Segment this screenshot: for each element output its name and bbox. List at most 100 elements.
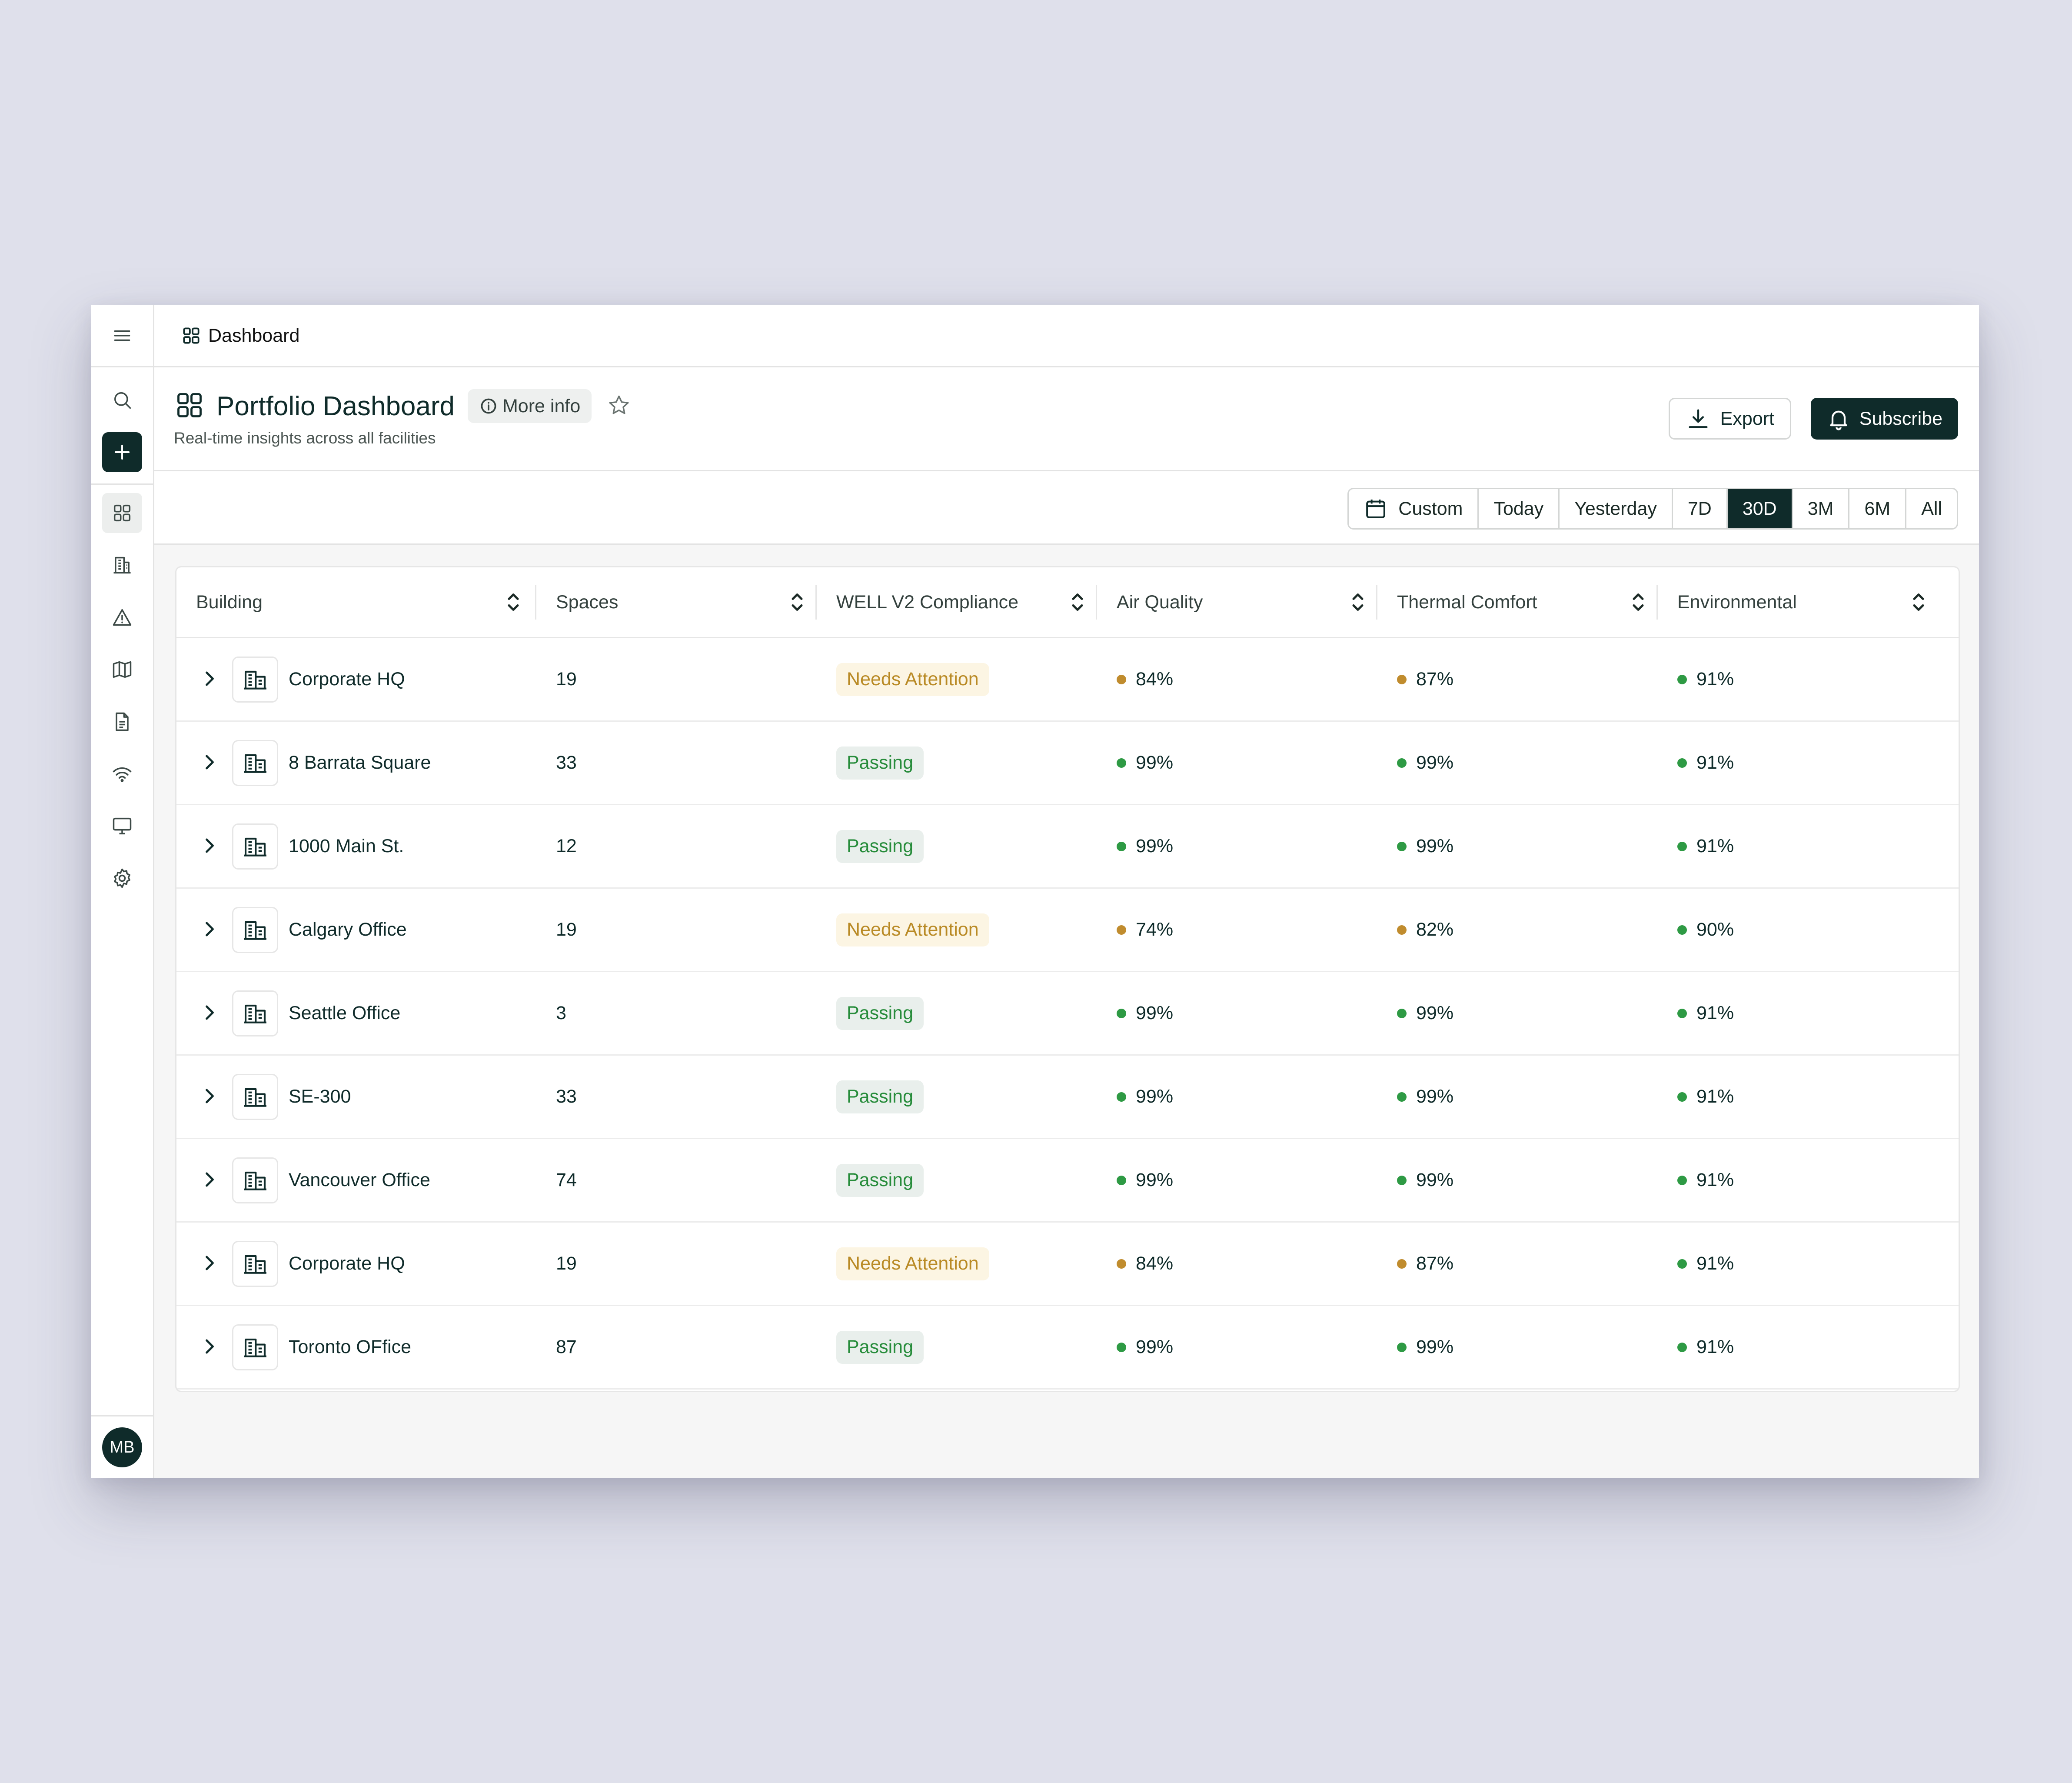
column-header-air-quality[interactable]: Air Quality xyxy=(1117,567,1384,637)
sort-button[interactable] xyxy=(788,589,806,620)
building-icon xyxy=(244,1004,266,1023)
metric-value: 84% xyxy=(1136,669,1174,690)
column-header-building[interactable]: Building xyxy=(196,567,539,637)
building-name[interactable]: SE-300 xyxy=(289,1086,351,1107)
sort-button[interactable] xyxy=(1910,589,1927,620)
avatar[interactable]: MB xyxy=(102,1427,142,1467)
status-dot xyxy=(1397,758,1407,768)
table-row[interactable]: Corporate HQ 19 Needs Attention 84% 87% 91% xyxy=(176,1223,1959,1306)
spaces-count: 87 xyxy=(556,1336,577,1357)
expand-row-button[interactable] xyxy=(198,751,221,773)
column-header-environmental[interactable]: Environmental xyxy=(1677,567,1945,637)
expand-row-button[interactable] xyxy=(198,918,221,940)
building-icon xyxy=(244,670,266,690)
air-quality-cell: 99% xyxy=(1117,972,1173,1054)
range-option-label: All xyxy=(1921,498,1942,519)
metric-value: 99% xyxy=(1136,1336,1174,1357)
expand-row-button[interactable] xyxy=(198,1252,221,1274)
sidebar-item-settings[interactable] xyxy=(102,858,142,898)
range-option-yesterday[interactable]: Yesterday xyxy=(1558,489,1672,528)
expand-row-button[interactable] xyxy=(198,1335,221,1358)
more-info-button[interactable]: More info xyxy=(467,389,592,423)
sidebar: MB xyxy=(91,305,154,1478)
status-dot xyxy=(1117,1092,1126,1102)
expand-row-button[interactable] xyxy=(198,1168,221,1191)
column-header-label: Spaces xyxy=(556,591,619,613)
building-name[interactable]: Calgary Office xyxy=(289,919,407,940)
expand-row-button[interactable] xyxy=(198,1085,221,1107)
table-row[interactable]: Corporate HQ 19 Needs Attention 84% 87% 91% xyxy=(176,638,1959,722)
page-subtitle: Real-time insights across all facilities xyxy=(174,429,436,447)
sort-button[interactable] xyxy=(1349,589,1367,620)
dashboard-grid-icon xyxy=(183,327,200,344)
sidebar-item-devices[interactable] xyxy=(102,806,142,846)
status-dot xyxy=(1117,674,1126,684)
building-name[interactable]: Toronto OFfice xyxy=(289,1336,411,1357)
range-option-all[interactable]: All xyxy=(1905,489,1957,528)
range-option-label: Yesterday xyxy=(1574,498,1657,519)
sidebar-item-connectivity[interactable] xyxy=(102,754,142,794)
range-option-6m[interactable]: 6M xyxy=(1848,489,1905,528)
table-row[interactable]: Seattle Office 3 Passing 99% 99% 91% xyxy=(176,972,1959,1056)
table-row[interactable]: SE-300 33 Passing 99% 99% 91% xyxy=(176,1056,1959,1139)
table-row[interactable]: Calgary Office 19 Needs Attention 74% 82% 90% xyxy=(176,889,1959,972)
range-option-today[interactable]: Today xyxy=(1477,489,1558,528)
status-dot xyxy=(1117,758,1126,768)
app-window: MB Dashboard Portfolio Dashboard More in… xyxy=(91,305,1979,1478)
air-quality-cell: 99% xyxy=(1117,1056,1173,1138)
building-name[interactable]: Seattle Office xyxy=(289,1003,401,1023)
metric-value: 99% xyxy=(1136,1170,1174,1190)
sidebar-item-map[interactable] xyxy=(102,650,142,690)
column-header-well-v2-compliance[interactable]: WELL V2 Compliance xyxy=(836,567,1104,637)
building-icon xyxy=(244,1171,266,1190)
building-thumbnail xyxy=(232,990,278,1036)
sidebar-item-dashboard[interactable] xyxy=(102,493,142,533)
compliance-cell: Passing xyxy=(836,805,924,887)
expand-row-button[interactable] xyxy=(198,834,221,857)
air-quality-cell: 99% xyxy=(1117,722,1173,804)
search-button[interactable] xyxy=(102,380,142,420)
building-name[interactable]: 8 Barrata Square xyxy=(289,752,431,773)
table-row[interactable]: 1000 Main St. 12 Passing 99% 99% 91% xyxy=(176,805,1959,889)
sort-button[interactable] xyxy=(1630,589,1647,620)
sort-button[interactable] xyxy=(505,589,522,620)
building-name[interactable]: Corporate HQ xyxy=(289,669,405,690)
breadcrumb[interactable]: Dashboard xyxy=(180,325,299,347)
range-option-custom[interactable]: Custom xyxy=(1349,489,1477,528)
sort-button[interactable] xyxy=(1069,589,1086,620)
table-row[interactable]: Toronto OFfice 87 Passing 99% 99% 91% xyxy=(176,1306,1959,1390)
building-icon xyxy=(244,1338,266,1357)
sidebar-item-alerts[interactable] xyxy=(102,597,142,637)
thermal-comfort-cell: 99% xyxy=(1397,1139,1453,1221)
sidebar-item-buildings[interactable] xyxy=(102,545,142,585)
range-option-30d[interactable]: 30D xyxy=(1726,489,1792,528)
range-option-3m[interactable]: 3M xyxy=(1791,489,1849,528)
favorite-button[interactable] xyxy=(606,393,632,420)
building-name[interactable]: Corporate HQ xyxy=(289,1253,405,1274)
subscribe-button[interactable]: Subscribe xyxy=(1810,398,1958,440)
compliance-cell: Needs Attention xyxy=(836,638,989,720)
building-name[interactable]: Vancouver Office xyxy=(289,1170,430,1190)
column-header-spaces[interactable]: Spaces xyxy=(556,567,823,637)
table-row[interactable]: 8 Barrata Square 33 Passing 99% 99% 91% xyxy=(176,722,1959,805)
range-option-7d[interactable]: 7D xyxy=(1671,489,1726,528)
add-button[interactable] xyxy=(102,432,142,472)
plus-icon xyxy=(114,444,130,460)
expand-row-button[interactable] xyxy=(198,667,221,690)
sidebar-item-reports[interactable] xyxy=(102,702,142,742)
column-header-thermal-comfort[interactable]: Thermal Comfort xyxy=(1397,567,1664,637)
building-icon xyxy=(113,557,131,574)
building-thumbnail xyxy=(232,657,278,703)
spaces-count: 19 xyxy=(556,919,577,940)
building-name[interactable]: 1000 Main St. xyxy=(289,836,404,857)
building-icon xyxy=(244,754,266,773)
building-thumbnail xyxy=(232,1241,278,1287)
column-header-label: Thermal Comfort xyxy=(1397,591,1537,613)
metric-value: 91% xyxy=(1696,752,1734,773)
thermal-comfort-cell: 99% xyxy=(1397,1056,1453,1138)
status-dot xyxy=(1677,1092,1687,1102)
expand-row-button[interactable] xyxy=(198,1001,221,1024)
menu-button[interactable] xyxy=(91,305,153,367)
table-row[interactable]: Vancouver Office 74 Passing 99% 99% 91% xyxy=(176,1139,1959,1223)
export-button[interactable]: Export xyxy=(1668,398,1791,440)
